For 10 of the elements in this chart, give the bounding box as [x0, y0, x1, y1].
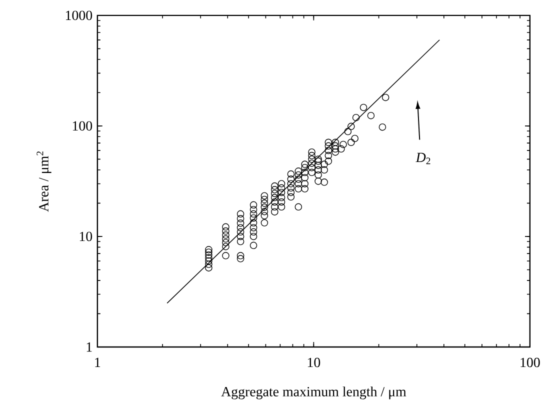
y-tick-label: 1000: [66, 10, 92, 20]
y-tick-label: 10: [80, 232, 92, 242]
y-tick-label: 100: [72, 121, 92, 131]
y-tick-label: 1: [86, 342, 92, 352]
x-axis-title: Aggregate maximum length / μm: [221, 386, 406, 400]
x-tick-label: 10: [308, 358, 320, 368]
y-axis-title: Area / μm$^{2}$: [36, 152, 52, 212]
x-tick-label: 1: [95, 358, 100, 368]
annotation: D$_{2}$: [416, 153, 430, 164]
x-tick-label: 100: [520, 358, 540, 368]
